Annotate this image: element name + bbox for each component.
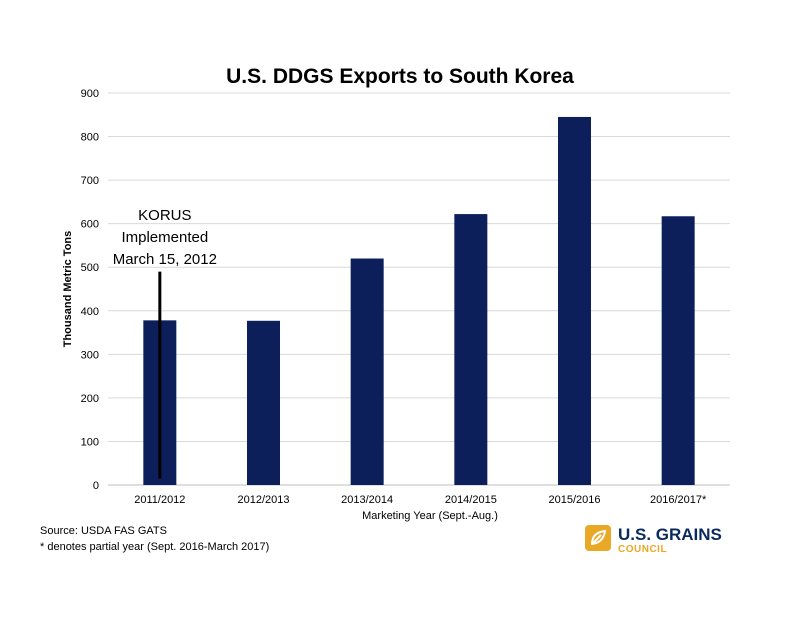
y-axis-label: Thousand Metric Tons	[62, 231, 74, 348]
y-tick-label: 200	[81, 393, 99, 405]
bar-2016/2017*	[661, 216, 695, 486]
x-tick-label: 2013/2014	[341, 494, 393, 506]
korus-annotation: KORUS Implemented March 15, 2012	[113, 207, 217, 479]
y-tick-label: 100	[81, 436, 99, 448]
x-tick-label: 2016/2017*	[650, 494, 707, 506]
source-note: Source: USDA FAS GATS	[40, 525, 167, 537]
korus-annotation-line: KORUS	[138, 207, 191, 224]
korus-annotation-line: March 15, 2012	[113, 251, 217, 268]
grain-leaf-icon	[585, 525, 611, 551]
logo-text-line2: COUNCIL	[618, 544, 668, 555]
y-tick-label: 500	[81, 262, 99, 274]
y-tick-label: 900	[81, 88, 99, 100]
korus-annotation-line: Implemented	[121, 229, 208, 246]
y-tick-label: 800	[81, 132, 99, 144]
x-tick-label: 2011/2012	[134, 494, 185, 506]
y-tick-label: 600	[81, 219, 99, 231]
chart-title: U.S. DDGS Exports to South Korea	[226, 65, 574, 88]
x-tick-label: 2015/2016	[549, 494, 601, 506]
bar-2014/2015	[454, 214, 488, 485]
bar-2013/2014	[350, 258, 384, 485]
x-tick-label: 2014/2015	[445, 494, 497, 506]
bars	[143, 116, 695, 486]
grid-lines	[108, 92, 730, 486]
y-tick-label: 400	[81, 306, 99, 318]
y-tick-label: 300	[81, 349, 99, 361]
y-axis-ticks: 0 100 200 300 400 500 600 700 800 900	[81, 88, 99, 492]
y-tick-label: 0	[93, 480, 99, 492]
x-tick-label: 2012/2013	[238, 494, 290, 506]
y-tick-label: 700	[81, 175, 99, 187]
bar-2012/2013	[247, 320, 280, 485]
x-axis-ticks: 2011/2012 2012/2013 2013/2014 2014/2015 2015…	[134, 494, 707, 506]
x-axis-label: Marketing Year (Sept.-Aug.)	[362, 510, 498, 522]
partial-year-note: * denotes partial year (Sept. 2016-March…	[40, 541, 270, 553]
bar-2015/2016	[558, 116, 591, 485]
logo-text-line1: U.S. GRAINS	[618, 525, 722, 544]
